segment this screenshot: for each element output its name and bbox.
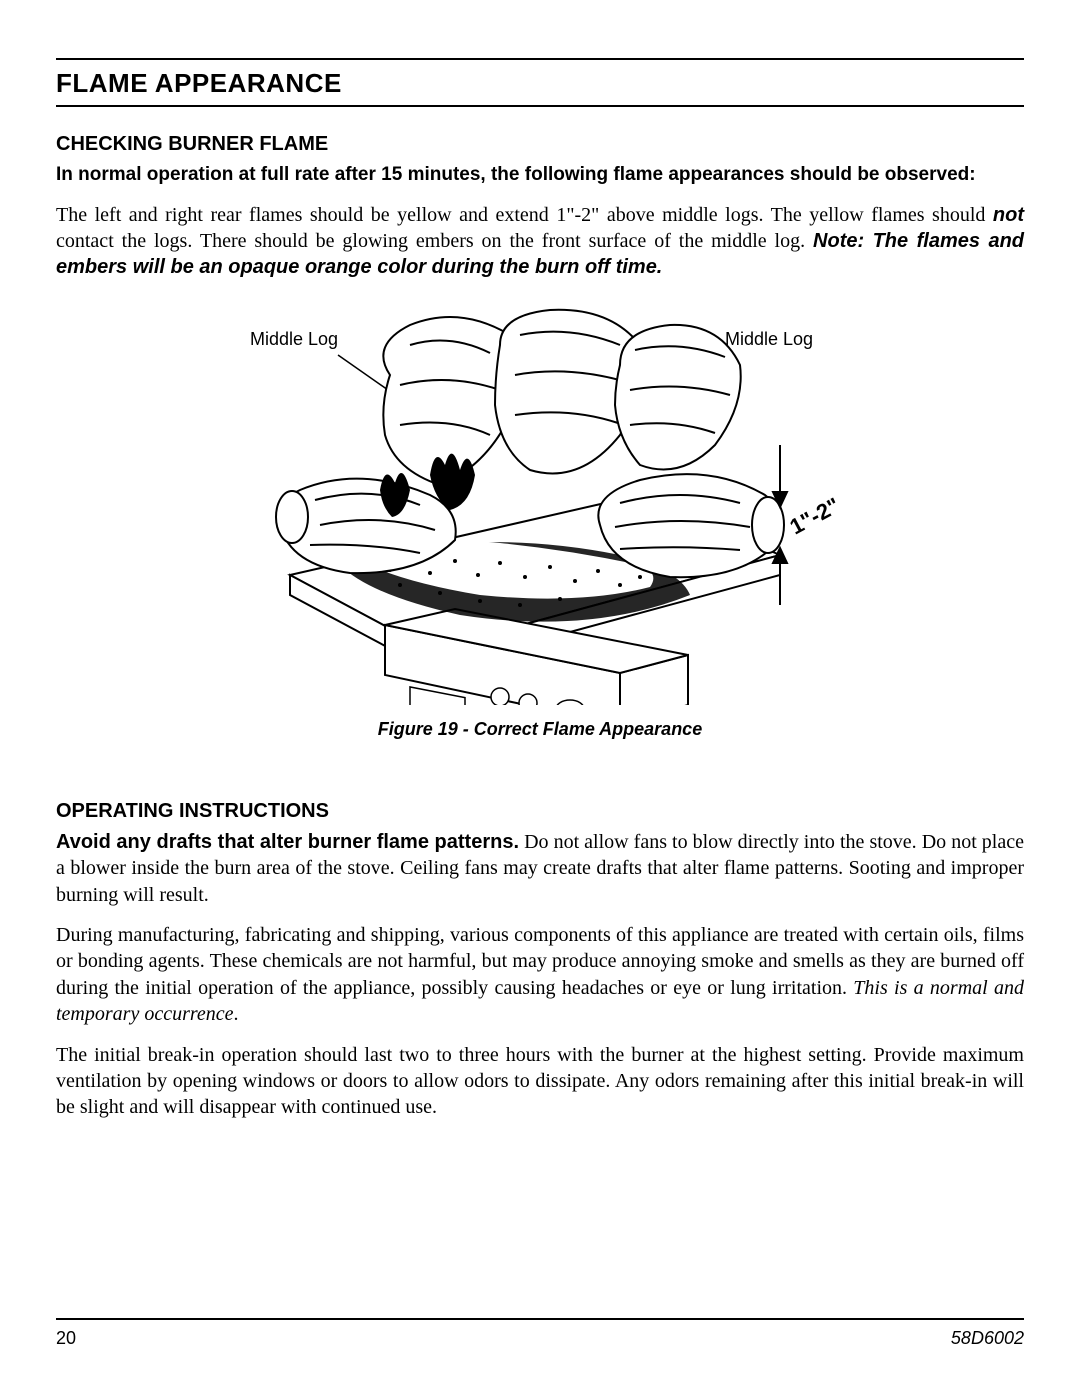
para1-part-a: The left and right rear flames should be… xyxy=(56,204,993,226)
operating-para-3: The initial break-in operation should la… xyxy=(56,1042,1024,1121)
para2-lead: Avoid any drafts that alter burner flame… xyxy=(56,831,519,853)
page-footer: 20 58D6002 xyxy=(56,1318,1024,1349)
dimension-label: 1"-2" xyxy=(786,492,844,539)
checking-burner-flame-heading: CHECKING BURNER FLAME xyxy=(56,133,1024,156)
middle-log-label-right: Middle Log xyxy=(725,329,813,349)
intro-bold-line: In normal operation at full rate after 1… xyxy=(56,162,1024,188)
operating-para-2: During manufacturing, fabricating and sh… xyxy=(56,922,1024,1028)
document-number: 58D6002 xyxy=(951,1328,1024,1349)
title-rule xyxy=(56,105,1024,107)
footer-rule xyxy=(56,1318,1024,1320)
section-title: FLAME APPEARANCE xyxy=(56,68,1024,99)
flame-appearance-illustration: 1"-2" Middle Log Middle Log xyxy=(220,295,860,705)
operating-instructions-heading: OPERATING INSTRUCTIONS xyxy=(56,800,1024,823)
figure-caption: Figure 19 - Correct Flame Appearance xyxy=(56,719,1024,740)
figure-19: 1"-2" Middle Log Middle Log Figure 19 - … xyxy=(56,295,1024,740)
para1-part-b: contact the logs. There should be glowin… xyxy=(56,230,813,252)
para3-b: . xyxy=(234,1003,239,1025)
operating-para-1: Avoid any drafts that alter burner flame… xyxy=(56,829,1024,908)
page: FLAME APPEARANCE CHECKING BURNER FLAME I… xyxy=(0,0,1080,1397)
flame-description-paragraph: The left and right rear flames should be… xyxy=(56,202,1024,281)
middle-log-label-left: Middle Log xyxy=(250,329,338,349)
page-number: 20 xyxy=(56,1328,76,1349)
para1-not: not xyxy=(993,204,1024,226)
top-rule xyxy=(56,58,1024,60)
